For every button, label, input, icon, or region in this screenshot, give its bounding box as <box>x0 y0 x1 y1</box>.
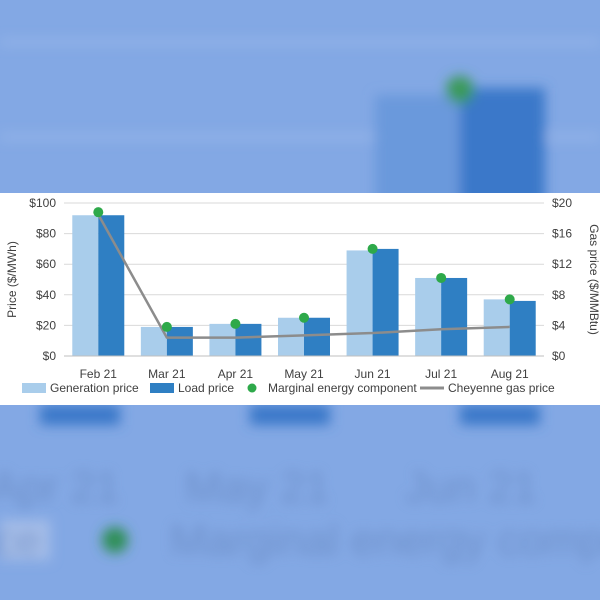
x-tick-label: May 21 <box>284 367 324 381</box>
chart-card: $0 $20 $40 $60 $80 $100 $0 $4 $8 $12 $16 $20 Price (… <box>0 193 600 405</box>
gas-line <box>97 213 510 339</box>
y-axis-title: Price ($/MWh) <box>5 241 19 318</box>
price-chart: $0 $20 $40 $60 $80 $100 $0 $4 $8 $12 $16 $20 Price (… <box>5 196 600 395</box>
y2-tick-label: $0 <box>552 349 566 363</box>
svg-text:May 21: May 21 <box>185 463 329 512</box>
generation-price-bar <box>346 250 373 356</box>
y-tick-label: $40 <box>36 288 56 302</box>
svg-text:Jun 21: Jun 21 <box>405 463 537 512</box>
generation-price-bar <box>72 215 99 356</box>
y-tick-label: $60 <box>36 257 56 271</box>
load-price-bar <box>509 300 536 356</box>
x-tick-label: Jul 21 <box>425 367 457 381</box>
marginal-energy-marker <box>299 312 309 323</box>
y2-tick-label: $20 <box>552 196 572 210</box>
load-price-bar <box>304 317 330 356</box>
y-tick-label: $80 <box>36 227 56 241</box>
load-price-bar <box>166 326 193 356</box>
marginal-energy-marker <box>367 243 378 254</box>
legend-label: Marginal energy component <box>268 381 417 395</box>
marginal-energy-marker <box>161 321 172 332</box>
legend-label: Generation price <box>50 381 139 395</box>
x-tick-label: Jun 21 <box>355 367 391 381</box>
legend-label: Load price <box>178 381 234 395</box>
axes: $0 $20 $40 $60 $80 $100 $0 $4 $8 $12 $16 $20 Price (… <box>5 196 600 381</box>
legend-label: Cheyenne gas price <box>448 381 555 395</box>
load-price-bar <box>372 248 399 356</box>
legend: Generation price Load price Marginal energ… <box>22 381 555 395</box>
x-tick-label: Apr 21 <box>218 367 254 381</box>
generation-price-bar <box>209 323 236 356</box>
svg-text:Marginal energy compo: Marginal energy compo <box>170 516 600 565</box>
svg-text:Apr 21: Apr 21 <box>0 463 120 512</box>
load-price-bar <box>235 323 262 356</box>
x-tick-label: Aug 21 <box>491 367 529 381</box>
marginal-energy-marker <box>504 294 515 305</box>
marginal-energy-marker <box>230 318 241 329</box>
y-tick-label: $20 <box>36 318 56 332</box>
generation-price-bar <box>415 277 442 356</box>
y2-tick-label: $8 <box>552 288 566 302</box>
legend-swatch <box>247 383 257 393</box>
legend-swatch <box>22 383 46 393</box>
x-tick-label: Feb 21 <box>80 367 118 381</box>
x-tick-label: Mar 21 <box>148 367 186 381</box>
svg-text:rice: rice <box>0 516 41 565</box>
y2-axis-title: Gas price ($/MMBtu) <box>587 224 600 335</box>
y-tick-label: $100 <box>29 196 56 210</box>
y-tick-label: $0 <box>43 349 57 363</box>
y2-tick-label: $16 <box>552 227 572 241</box>
y2-tick-label: $12 <box>552 257 572 271</box>
legend-swatch <box>150 383 174 393</box>
load-price-bar <box>441 277 468 356</box>
marginal-energy-marker <box>93 207 104 218</box>
marginal-energy-marker <box>436 272 447 283</box>
marginal-markers <box>93 207 515 332</box>
y2-tick-label: $4 <box>552 318 566 332</box>
